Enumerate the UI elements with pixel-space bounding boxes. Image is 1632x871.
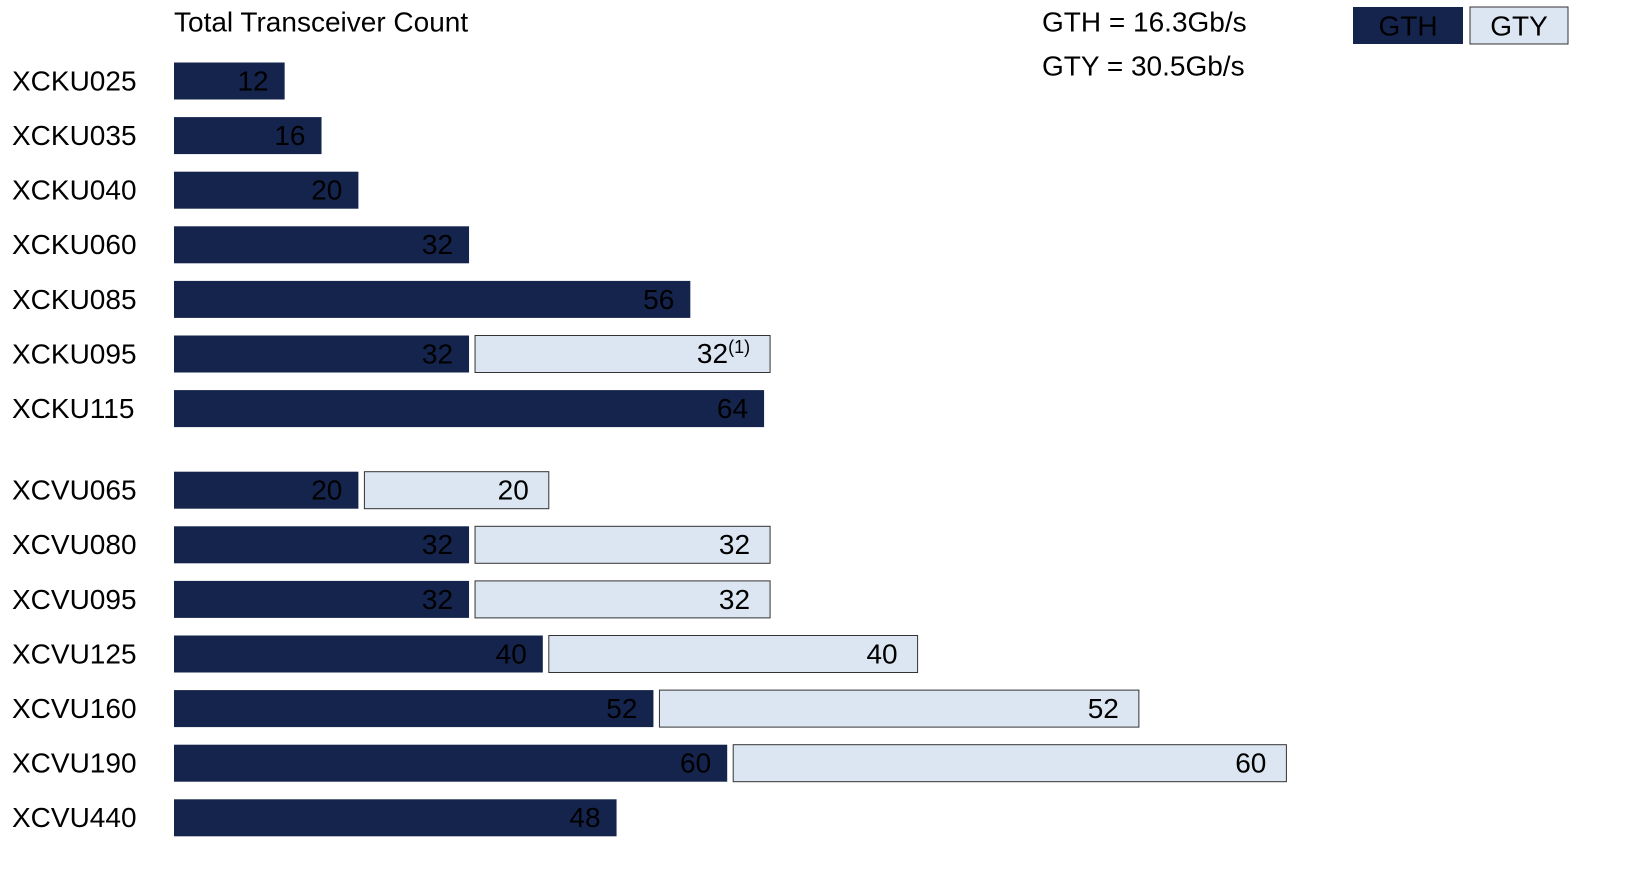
bar-segment xyxy=(174,690,654,728)
legend-swatch xyxy=(1353,7,1463,44)
legend-swatch xyxy=(1469,6,1569,45)
value-label: 20 xyxy=(311,475,342,506)
bar-segment xyxy=(174,335,470,373)
value-label: 40 xyxy=(866,638,897,669)
category-label: XCVU065 xyxy=(12,475,137,506)
legend-label: GTY xyxy=(1490,10,1548,41)
bar-segment xyxy=(174,580,470,618)
bar-segment xyxy=(174,471,359,509)
bar-segment xyxy=(174,635,543,673)
value-label: 20 xyxy=(498,475,529,506)
category-label: XCKU095 xyxy=(12,338,137,369)
category-label: XCKU025 xyxy=(12,65,137,96)
bar-segment xyxy=(174,799,617,837)
bar-segment xyxy=(548,635,919,673)
value-label: 52 xyxy=(1088,693,1119,724)
value-label: 32 xyxy=(422,584,453,615)
value-label: 40 xyxy=(496,638,527,669)
value-label: 56 xyxy=(643,284,674,315)
category-label: XCVU190 xyxy=(12,748,137,779)
category-label: XCVU160 xyxy=(12,693,137,724)
bar-segment xyxy=(363,471,550,510)
value-label: 32 xyxy=(422,529,453,560)
category-label: XCKU085 xyxy=(12,284,137,315)
value-label: 32 xyxy=(719,529,750,560)
bar-segment xyxy=(474,335,771,373)
category-label: XCKU115 xyxy=(12,393,134,424)
annotation: GTH = 16.3Gb/s xyxy=(1042,6,1247,37)
value-label: 12 xyxy=(237,65,268,96)
category-label: XCVU095 xyxy=(12,584,137,615)
value-label: 64 xyxy=(717,393,748,424)
category-label: XCKU040 xyxy=(12,175,137,206)
bar-segment xyxy=(174,117,322,155)
bar-segment xyxy=(732,744,1287,783)
bar-segment xyxy=(174,526,470,564)
bar-segment xyxy=(174,62,285,100)
category-label: XCKU035 xyxy=(12,120,137,151)
annotation: GTY = 30.5Gb/s xyxy=(1042,50,1245,81)
bar-segment xyxy=(174,226,470,264)
bar-segment xyxy=(174,390,765,428)
category-label: XCVU125 xyxy=(12,638,137,669)
bar-segment xyxy=(174,171,359,209)
value-label: 20 xyxy=(311,175,342,206)
category-label: XCKU060 xyxy=(12,229,137,260)
category-label: XCVU080 xyxy=(12,529,137,560)
category-label: XCVU440 xyxy=(12,802,137,833)
chart-title: Total Transceiver Count xyxy=(174,6,468,37)
bar-segment xyxy=(658,689,1140,728)
bar-segment xyxy=(174,744,728,782)
value-label: 48 xyxy=(569,802,600,833)
bar-segment xyxy=(174,280,691,318)
value-label: 32 xyxy=(422,338,453,369)
value-label: 16 xyxy=(274,120,305,151)
value-label: 32 xyxy=(422,229,453,260)
value-label: 32 xyxy=(719,584,750,615)
bar-segment xyxy=(474,525,771,564)
legend-label: GTH xyxy=(1378,10,1437,41)
bar-segment xyxy=(474,580,771,619)
value-label: 32(1) xyxy=(697,337,750,370)
value-label: 52 xyxy=(606,693,637,724)
value-label: 60 xyxy=(680,748,711,779)
value-label: 60 xyxy=(1235,748,1266,779)
